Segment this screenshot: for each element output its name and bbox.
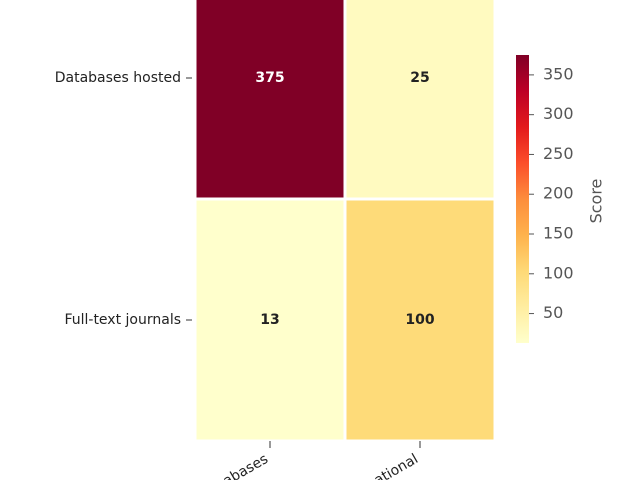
colorbar-tick-label: 150 <box>543 224 574 243</box>
colorbar-tick-label: 300 <box>543 104 574 123</box>
y-tick-label: Databases hosted <box>55 70 181 86</box>
colorbar-tick-label: 200 <box>543 184 574 203</box>
colorbar-title: Score <box>587 179 606 224</box>
x-tick-label: abases <box>220 451 271 480</box>
cell-label: 375 <box>255 70 284 86</box>
cell-label: 100 <box>405 312 434 328</box>
heatmap-cell <box>343 197 497 443</box>
heatmap-cell <box>193 197 347 443</box>
colorbar-tick-label: 50 <box>543 303 563 322</box>
heatmap-cell <box>343 0 497 201</box>
heatmap-cell <box>193 0 347 201</box>
y-tick-label: Full-text journals <box>64 312 181 328</box>
colorbar-tick-label: 250 <box>543 144 574 163</box>
colorbar <box>516 55 529 343</box>
colorbar-tick-label: 100 <box>543 263 574 282</box>
colorbar-tick-label: 350 <box>543 64 574 83</box>
cell-label: 13 <box>260 312 279 328</box>
x-tick-label: ational <box>372 451 421 480</box>
cell-label: 25 <box>410 70 429 86</box>
